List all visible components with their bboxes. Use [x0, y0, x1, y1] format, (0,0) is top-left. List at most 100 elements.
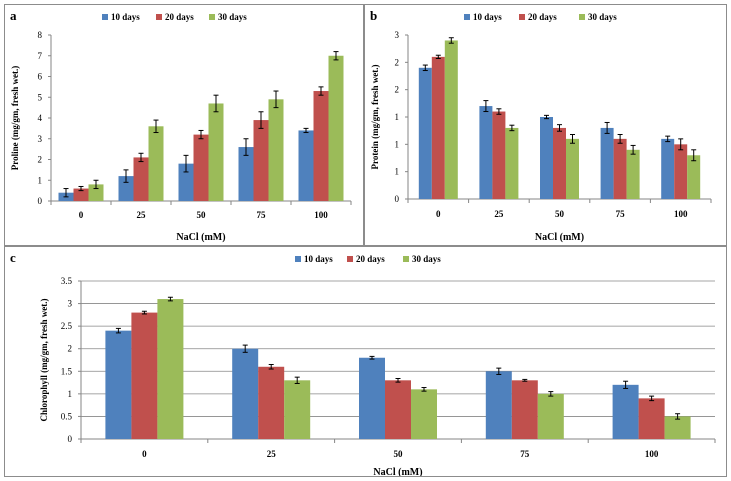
bar — [208, 103, 224, 201]
bar — [613, 138, 627, 199]
y-tick-label: 2 — [395, 85, 400, 95]
bar — [626, 149, 640, 199]
legend-label: 10 days — [304, 254, 333, 264]
error-bar — [483, 100, 489, 113]
y-axis-title: Protein (mg/gm, fresh wet.) — [370, 65, 380, 170]
chlorophyll-chart: 0 0.5 1 1.5 2 2.5 3 3.5 0 25 50 75 100 10 days 20 days… — [39, 254, 716, 476]
error-bar — [509, 124, 515, 132]
bar — [157, 299, 184, 439]
error-bar — [395, 378, 401, 383]
error-bar — [167, 296, 173, 302]
y-tick-label: 1 — [395, 167, 400, 177]
bar — [258, 366, 285, 439]
bar — [88, 184, 104, 201]
error-bar — [318, 86, 324, 96]
error-bar — [303, 127, 309, 134]
error-bar — [570, 133, 575, 144]
error-bar — [421, 387, 427, 392]
x-tick-label: 0 — [79, 210, 84, 220]
y-tick-label: 5 — [38, 92, 43, 102]
error-bar — [522, 378, 528, 382]
x-axis-title: NaCl (mM) — [176, 232, 225, 243]
error-bar — [63, 188, 69, 198]
error-bar — [678, 138, 684, 151]
y-tick-label: 0 — [38, 196, 43, 206]
error-bar — [258, 111, 264, 129]
error-bar — [422, 64, 428, 72]
bar — [511, 380, 538, 439]
error-bar — [141, 310, 147, 315]
x-tick-label: 50 — [555, 209, 565, 219]
y-tick-label: 7 — [38, 51, 43, 61]
x-tick-label: 25 — [137, 210, 147, 220]
y-tick-label: 0.5 — [61, 411, 73, 421]
legend-label: 30 days — [588, 12, 617, 22]
legend-swatch — [347, 256, 353, 262]
bar — [232, 348, 259, 439]
legend-swatch — [102, 14, 108, 20]
bar — [238, 147, 254, 201]
x-tick-label: 0 — [436, 209, 441, 219]
error-bar — [548, 391, 554, 397]
bar — [687, 155, 701, 199]
bar — [505, 127, 519, 199]
y-tick-label: 1 — [38, 175, 43, 185]
error-bar — [243, 138, 249, 156]
legend-label: 20 days — [356, 254, 385, 264]
error-bar — [213, 94, 219, 113]
x-tick-label: 75 — [257, 210, 267, 220]
bar — [492, 111, 506, 199]
bar — [418, 67, 432, 199]
error-bar — [691, 149, 697, 162]
legend-label: 20 days — [528, 12, 557, 22]
y-tick-label: 3 — [68, 299, 73, 309]
y-tick-label: 0 — [68, 434, 73, 444]
bar — [553, 127, 566, 199]
error-bar — [294, 376, 300, 384]
bar — [444, 40, 458, 199]
legend-label: 10 days — [473, 12, 502, 22]
y-tick-label: 3 — [395, 30, 400, 40]
error-bar — [78, 185, 84, 192]
x-tick-label: 50 — [197, 210, 207, 220]
legend-swatch — [295, 256, 301, 262]
y-tick-label: 1 — [395, 112, 400, 122]
legend-swatch — [403, 256, 409, 262]
y-tick-label: 2.5 — [61, 321, 73, 331]
y-tick-label: 2 — [395, 57, 400, 67]
y-tick-label: 4 — [38, 113, 43, 123]
x-tick-label: 100 — [645, 449, 659, 459]
error-bar — [557, 124, 562, 132]
error-bar — [630, 144, 636, 155]
bar — [485, 371, 512, 439]
bar — [479, 106, 493, 199]
error-bar — [333, 51, 339, 61]
error-bar — [153, 119, 159, 134]
y-tick-label: 1 — [395, 139, 400, 149]
bar — [193, 134, 209, 201]
y-tick-label: 0 — [395, 194, 400, 204]
panel-label-a: a — [10, 8, 17, 23]
bar — [178, 163, 194, 201]
bar — [328, 55, 344, 201]
bar — [674, 144, 688, 199]
y-tick-label: 1.5 — [61, 366, 73, 376]
bar — [284, 380, 311, 439]
panel-label-b: b — [370, 8, 378, 23]
error-bar — [115, 327, 121, 334]
legend-swatch — [156, 14, 162, 20]
error-bar — [496, 108, 502, 115]
error-bar — [242, 344, 248, 353]
y-tick-label: 3.5 — [61, 276, 73, 286]
x-tick-label: 50 — [394, 449, 404, 459]
bar — [638, 398, 665, 439]
x-tick-label: 100 — [674, 209, 688, 219]
x-tick-label: 25 — [494, 209, 504, 219]
legend-label: 20 days — [165, 12, 194, 22]
error-bar — [448, 37, 454, 44]
y-axis-title: Chlorophyll (mg/gm, fresh wet.) — [39, 299, 49, 422]
error-bar — [198, 129, 204, 140]
x-tick-label: 75 — [616, 209, 626, 219]
x-tick-label: 100 — [314, 210, 328, 220]
error-bar — [93, 179, 99, 190]
